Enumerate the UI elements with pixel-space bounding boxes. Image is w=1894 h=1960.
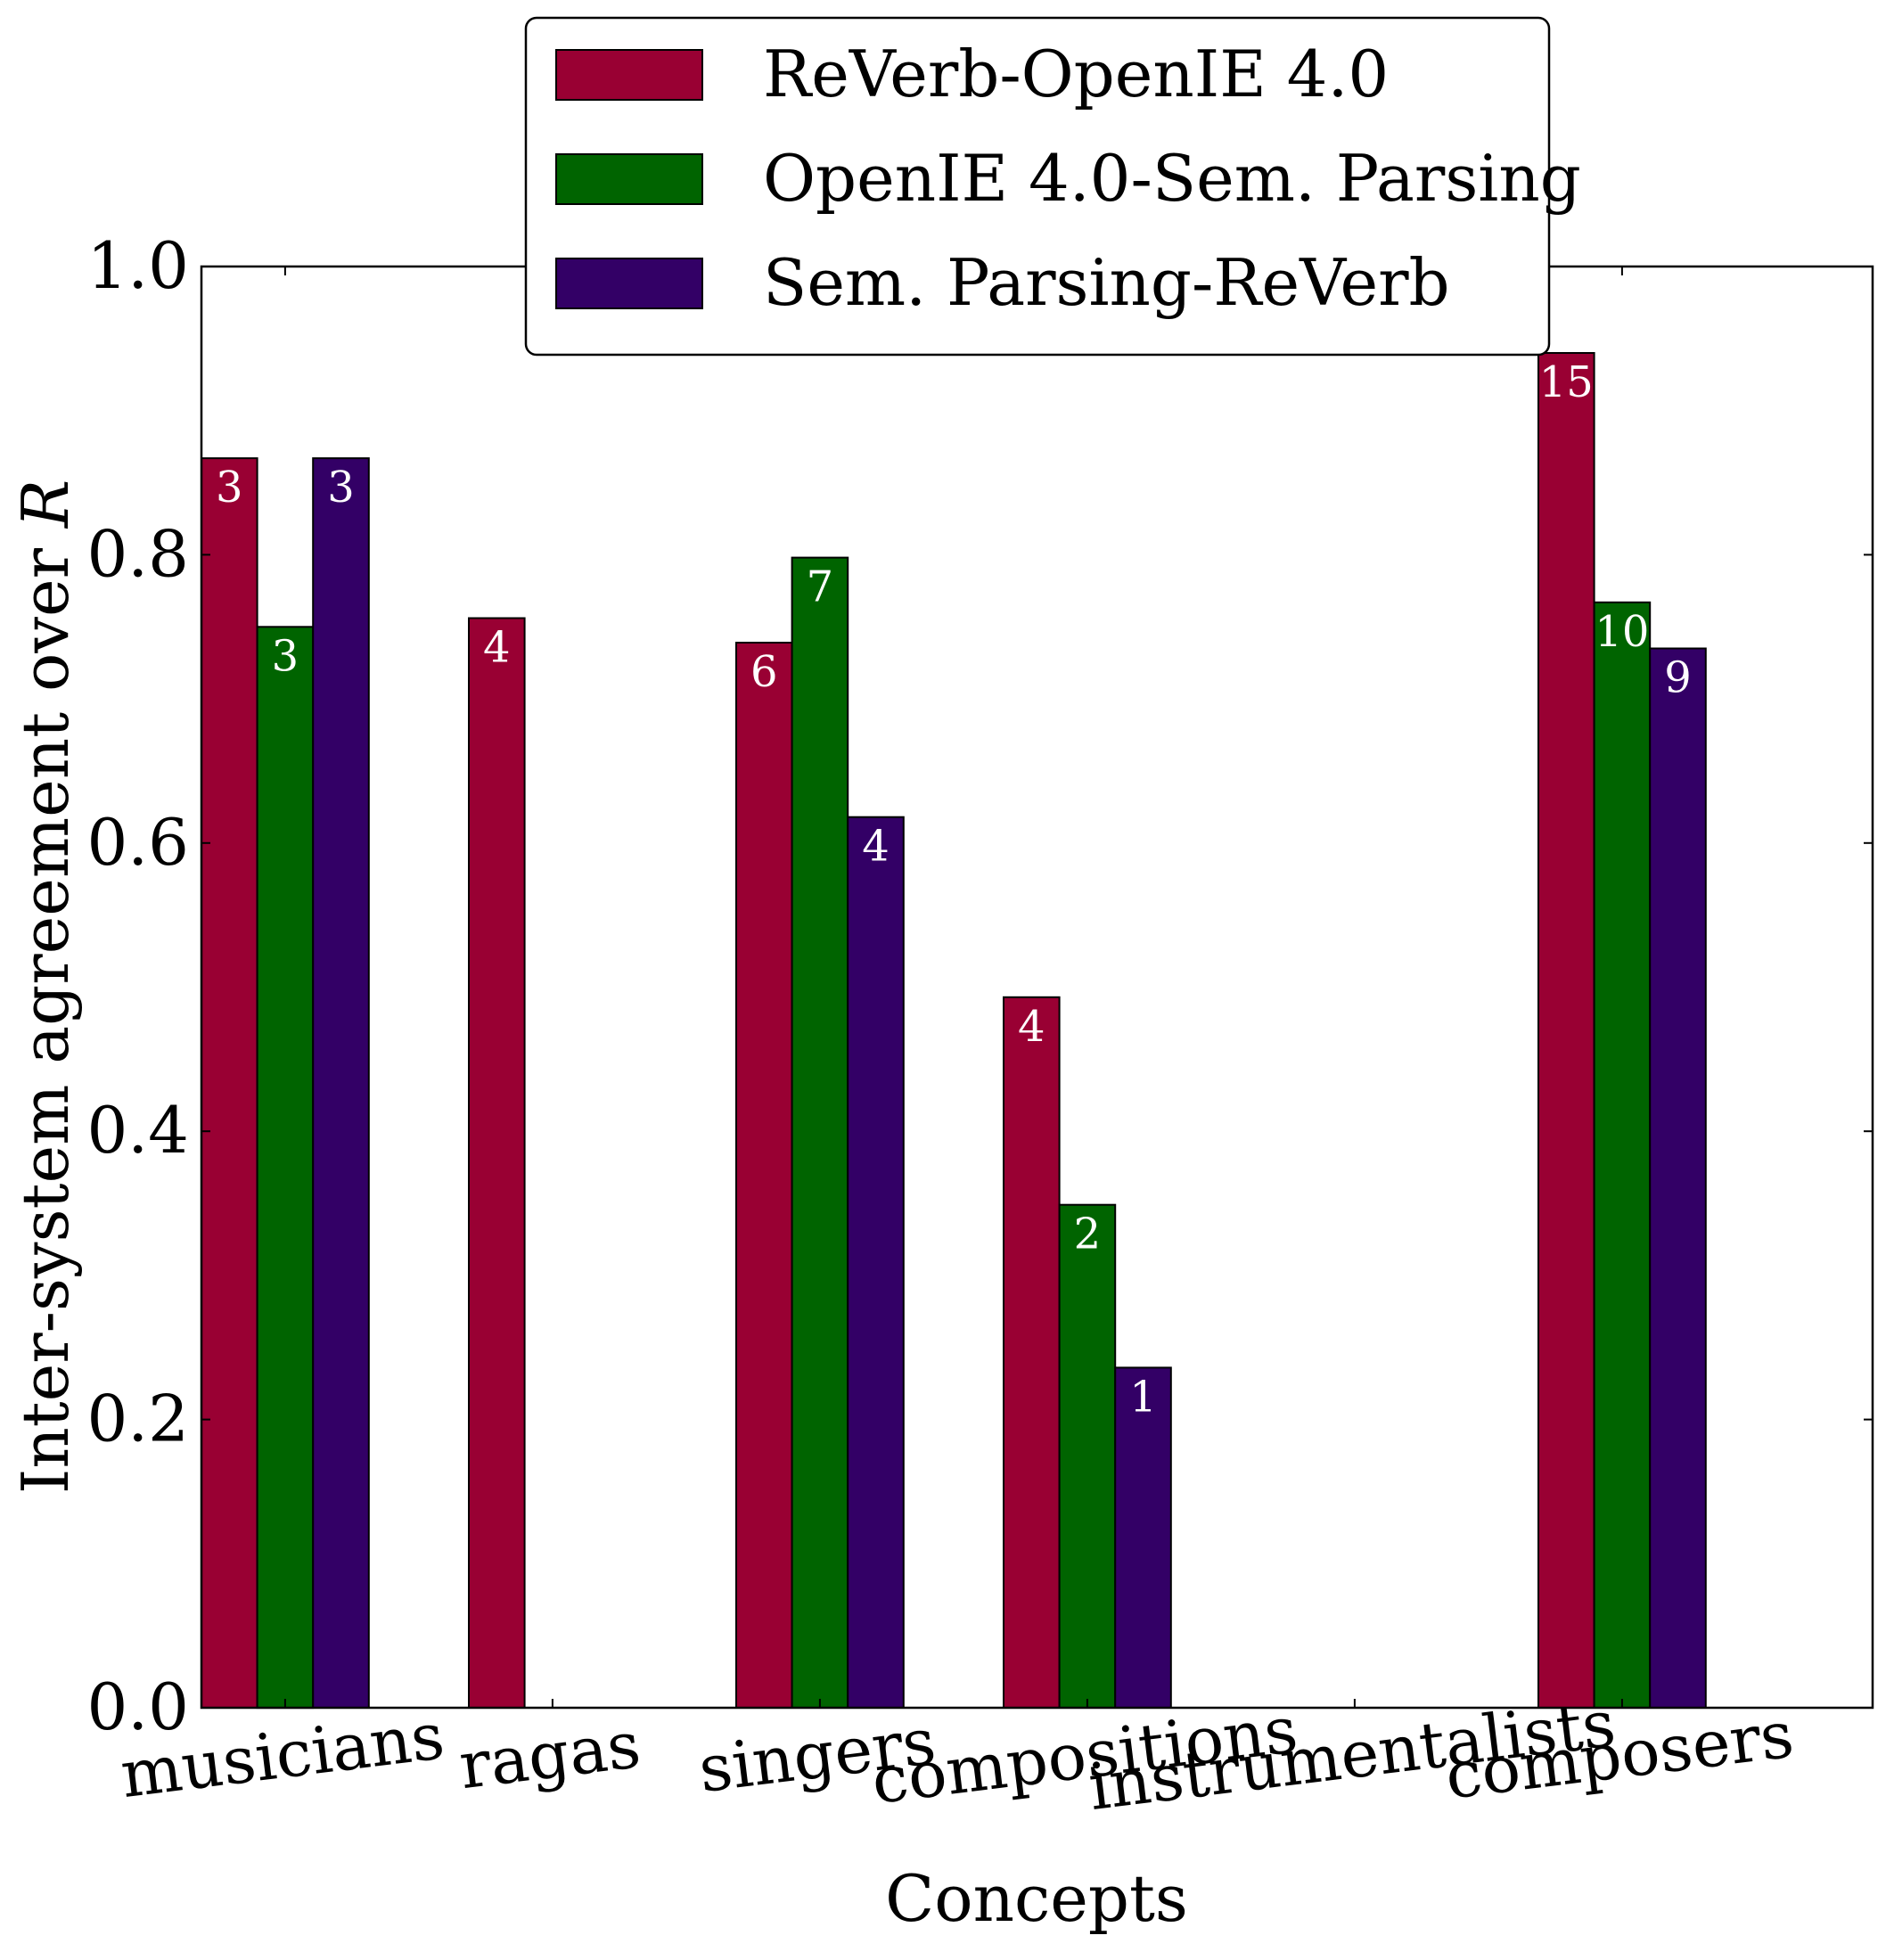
bar-value-label: 4	[1018, 1002, 1045, 1052]
x-axis-label: Concepts	[885, 1861, 1188, 1936]
bar-singers-series-3	[847, 816, 905, 1709]
bar-composers-series-3	[1649, 647, 1707, 1709]
y-tick-label: 0.0	[86, 1669, 189, 1744]
bar-musicians-series-2	[256, 626, 315, 1710]
bar-value-label: 4	[483, 623, 511, 673]
legend-label: OpenIE 4.0-Sem. Parsing	[763, 141, 1581, 216]
y-tick-label: 0.2	[86, 1382, 189, 1456]
legend-items: ReVerb-OpenIE 4.0 OpenIE 4.0-Sem. Parsing…	[555, 37, 1581, 320]
legend-swatch	[555, 258, 703, 309]
legend-label: ReVerb-OpenIE 4.0	[763, 37, 1389, 111]
bar-value-label: 15	[1539, 357, 1594, 407]
bar-singers-series-2	[791, 556, 849, 1709]
bar-value-label: 4	[862, 822, 890, 872]
bar-value-label: 9	[1664, 653, 1692, 703]
bar-singers-series-1	[735, 642, 793, 1709]
legend-box	[524, 16, 1551, 357]
y-tick-label: 0.6	[86, 805, 189, 880]
bar-value-label: 10	[1595, 607, 1649, 657]
y-axis-label: Inter-system agreement over R	[8, 480, 83, 1494]
bar-value-label: 1	[1129, 1372, 1157, 1422]
bar-value-label: 2	[1074, 1210, 1102, 1259]
bar-value-label: 6	[750, 647, 778, 697]
bar-value-label: 3	[272, 631, 299, 681]
legend-swatch	[555, 49, 703, 101]
x-category-label: ragas	[455, 1707, 644, 1803]
legend-label: Sem. Parsing-ReVerb	[763, 245, 1450, 320]
bar-value-label: 3	[327, 463, 355, 513]
y-axis-ticks: 0.0 0.2 0.4 0.6 0.8 1.0	[86, 228, 1873, 1744]
bar-compositions-series-1	[1003, 996, 1061, 1710]
legend: ReVerb-OpenIE 4.0 OpenIE 4.0-Sem. Parsing…	[524, 16, 1581, 357]
legend-swatch	[555, 153, 703, 205]
y-tick-label: 0.4	[86, 1093, 189, 1168]
bar-ragas-series-1	[468, 617, 526, 1709]
bar-musicians-series-3	[312, 457, 370, 1709]
bars-layer: 3 3 3 4 67 4 4 2 1 15 10 9	[201, 352, 1707, 1710]
bar-compositions-series-2	[1058, 1203, 1117, 1709]
bar-value-label: 7	[807, 562, 834, 612]
y-tick-label: 1.0	[86, 228, 189, 303]
bar-composers-series-1	[1537, 352, 1595, 1709]
bar-value-label: 3	[216, 463, 243, 513]
bar-compositions-series-3	[1114, 1366, 1172, 1710]
y-tick-label: 0.8	[86, 516, 189, 591]
bar-musicians-series-1	[201, 457, 258, 1709]
bar-composers-series-2	[1593, 601, 1652, 1709]
